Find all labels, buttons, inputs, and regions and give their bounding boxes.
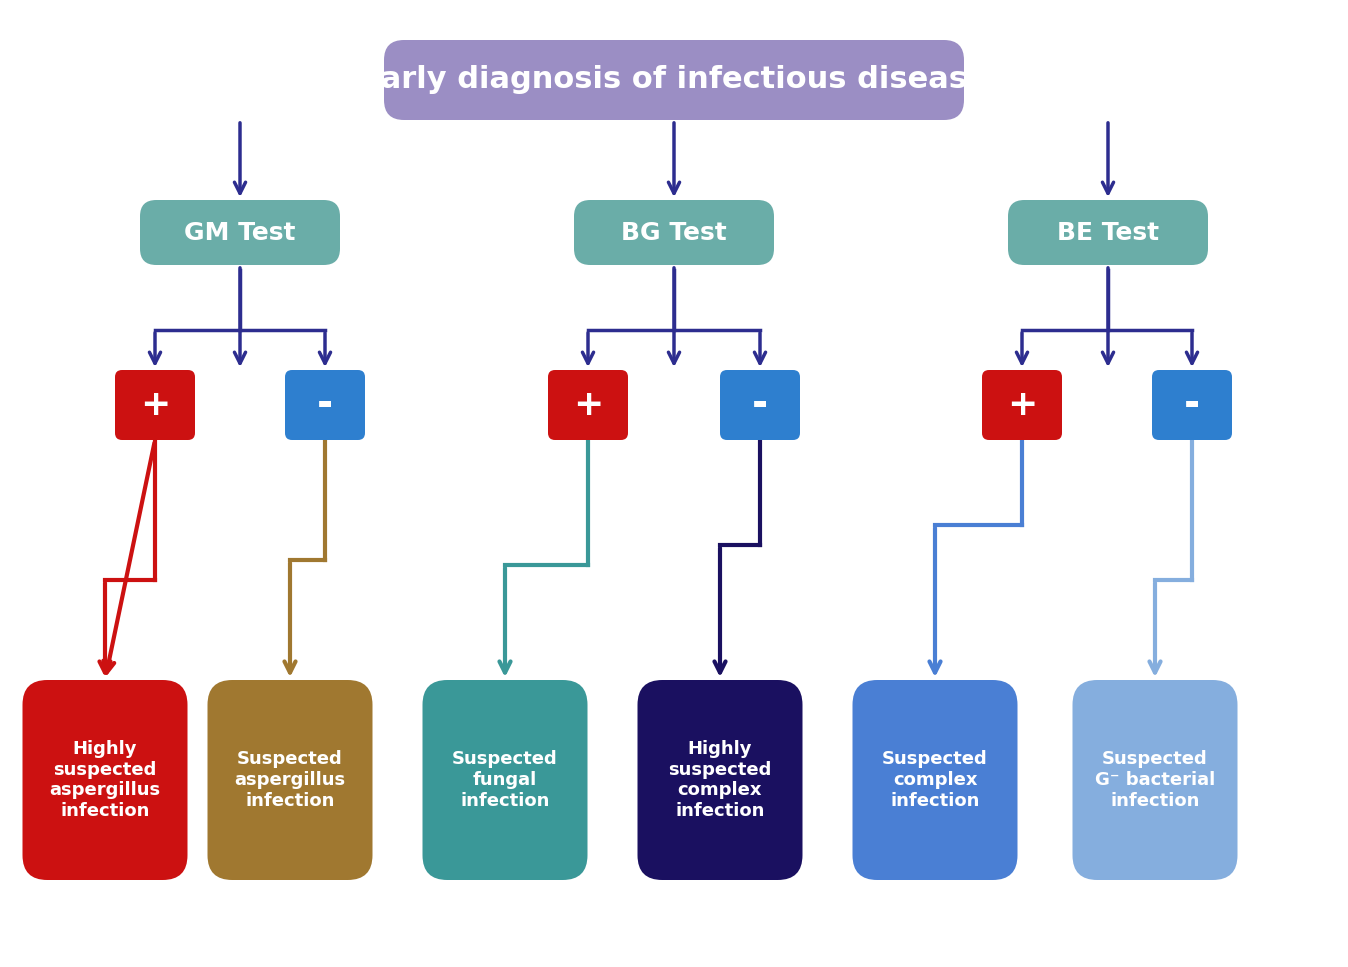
Text: +: + [573, 388, 603, 422]
Text: Suspected
G⁻ bacterial
infection: Suspected G⁻ bacterial infection [1095, 750, 1215, 809]
FancyBboxPatch shape [1153, 370, 1232, 440]
Text: -: - [752, 386, 768, 424]
Text: Suspected
fungal
infection: Suspected fungal infection [452, 750, 558, 809]
Text: GM Test: GM Test [185, 220, 295, 245]
FancyBboxPatch shape [574, 200, 774, 265]
Text: +: + [1007, 388, 1037, 422]
Text: BE Test: BE Test [1057, 220, 1159, 245]
FancyBboxPatch shape [1073, 680, 1237, 880]
Text: Suspected
complex
infection: Suspected complex infection [882, 750, 988, 809]
Text: Early diagnosis of infectious disease: Early diagnosis of infectious disease [360, 66, 988, 95]
Text: +: + [140, 388, 170, 422]
FancyBboxPatch shape [140, 200, 340, 265]
Text: Highly
suspected
complex
infection: Highly suspected complex infection [669, 740, 771, 820]
FancyBboxPatch shape [422, 680, 588, 880]
Text: Suspected
aspergillus
infection: Suspected aspergillus infection [235, 750, 345, 809]
FancyBboxPatch shape [284, 370, 365, 440]
FancyBboxPatch shape [720, 370, 799, 440]
FancyBboxPatch shape [384, 40, 964, 120]
Text: -: - [317, 386, 333, 424]
FancyBboxPatch shape [208, 680, 372, 880]
FancyBboxPatch shape [549, 370, 628, 440]
Text: -: - [1184, 386, 1200, 424]
FancyBboxPatch shape [115, 370, 195, 440]
FancyBboxPatch shape [852, 680, 1018, 880]
Text: Highly
suspected
aspergillus
infection: Highly suspected aspergillus infection [50, 740, 160, 820]
FancyBboxPatch shape [638, 680, 802, 880]
Text: BG Test: BG Test [621, 220, 727, 245]
FancyBboxPatch shape [23, 680, 187, 880]
FancyBboxPatch shape [981, 370, 1062, 440]
FancyBboxPatch shape [1008, 200, 1208, 265]
